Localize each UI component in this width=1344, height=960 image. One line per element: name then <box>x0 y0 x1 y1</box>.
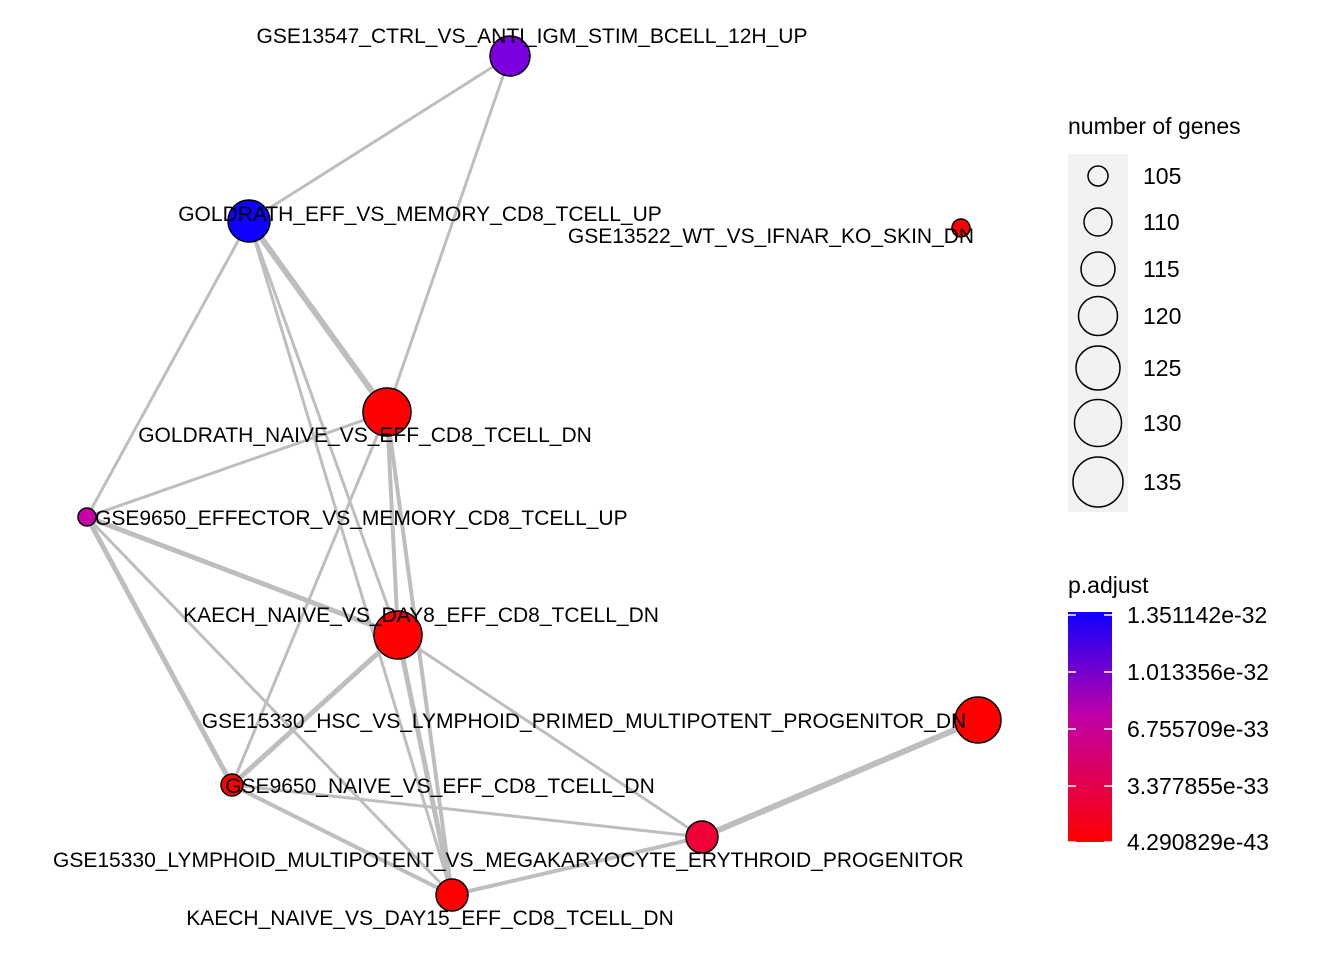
node-n1 <box>489 35 531 77</box>
edge-n6-n9 <box>396 633 704 839</box>
edge-n2-n5 <box>85 219 251 519</box>
node-label-n5: GSE9650_EFFECTOR_VS_MEMORY_CD8_TCELL_UP <box>95 507 628 530</box>
node-label-n2: GOLDRATH_EFF_VS_MEMORY_CD8_TCELL_UP <box>178 203 662 226</box>
size-legend-label: 115 <box>1143 256 1180 282</box>
size-legend-key-circle <box>1077 295 1119 337</box>
network-node-labels: GSE13547_CTRL_VS_ANTI_IGM_STIM_BCELL_12H… <box>53 25 974 930</box>
size-legend-label: 125 <box>1143 355 1181 381</box>
edge-n6-n8 <box>229 632 401 788</box>
node-label-n9: GSE15330_LYMPHOID_MULTIPOTENT_VS_MEGAKAR… <box>53 849 964 872</box>
size-legend-key-circle <box>1072 456 1124 508</box>
edge-n4-n8 <box>230 410 389 787</box>
size-legend-label: 110 <box>1143 209 1180 235</box>
node-n3 <box>951 218 971 238</box>
color-legend-tick-label: 4.290829e-43 <box>1127 829 1269 855</box>
size-legend-label: 130 <box>1143 410 1181 436</box>
size-legend: number of genes 105 110 115 120 125 130 135 <box>1068 113 1241 512</box>
color-legend-title: p.adjust <box>1068 572 1149 598</box>
edge-n8-n10 <box>230 783 454 897</box>
edge-n5-n8 <box>84 514 235 788</box>
size-legend-key-circle <box>1083 207 1113 237</box>
size-legend-key-circle <box>1075 345 1121 391</box>
edge-n7-n9 <box>699 717 981 840</box>
size-legend-label: 135 <box>1143 469 1181 495</box>
edge-n9-n10 <box>450 835 704 897</box>
color-legend-colorbar <box>1068 612 1112 842</box>
edge-n2-n4 <box>246 218 390 415</box>
edge-n4-n10 <box>385 410 454 897</box>
node-n5 <box>77 507 97 527</box>
edge-n8-n9 <box>230 783 704 839</box>
color-legend-tick-label: 1.351142e-32 <box>1127 602 1267 628</box>
network-nodes <box>77 35 1002 912</box>
node-n9 <box>685 820 719 854</box>
edge-n5-n10 <box>85 515 454 897</box>
node-label-n1: GSE13547_CTRL_VS_ANTI_IGM_STIM_BCELL_12H… <box>257 25 808 48</box>
edge-n5-n6 <box>84 514 401 638</box>
size-legend-key-circle <box>1080 251 1116 287</box>
color-legend: p.adjust 1.351142e-32 1.013356e-32 6.75570… <box>1068 572 1269 855</box>
node-n2 <box>227 199 271 243</box>
color-legend-tick-label: 6.755709e-33 <box>1127 716 1269 742</box>
node-label-n10: KAECH_NAIVE_VS_DAY15_EFF_CD8_TCELL_DN <box>186 907 673 930</box>
edge-n4-n6 <box>385 410 400 637</box>
edge-n6-n10 <box>395 632 455 898</box>
node-label-n6: KAECH_NAIVE_VS_DAY8_EFF_CD8_TCELL_DN <box>183 604 659 627</box>
edge-n2-n10 <box>247 219 454 897</box>
color-legend-tick-label: 1.013356e-32 <box>1127 659 1269 685</box>
node-label-n8: GSE9650_NAIVE_VS_EFF_CD8_TCELL_DN <box>225 775 655 798</box>
node-label-n7: GSE15330_HSC_VS_LYMPHOID_PRIMED_MULTIPOT… <box>202 710 966 733</box>
node-label-n4: GOLDRATH_NAIVE_VS_EFF_CD8_TCELL_DN <box>138 424 592 447</box>
node-n6 <box>373 610 423 660</box>
size-legend-label: 120 <box>1143 303 1181 329</box>
node-n10 <box>435 878 469 912</box>
network-edges <box>84 54 981 898</box>
size-legend-key-circle <box>1087 165 1109 187</box>
size-legend-title: number of genes <box>1068 113 1241 139</box>
node-label-n3: GSE13522_WT_VS_IFNAR_KO_SKIN_DN <box>568 225 974 248</box>
size-legend-label: 105 <box>1143 163 1181 189</box>
color-legend-tick-label: 3.377855e-33 <box>1127 773 1269 799</box>
edge-n1-n4 <box>385 54 512 414</box>
edge-n2-n6 <box>247 219 400 637</box>
edge-n4-n5 <box>85 410 389 519</box>
node-n4 <box>362 387 412 437</box>
node-n7 <box>954 696 1002 744</box>
edge-n1-n2 <box>247 54 512 223</box>
size-legend-key-circle <box>1073 398 1123 448</box>
node-n8 <box>220 773 244 797</box>
